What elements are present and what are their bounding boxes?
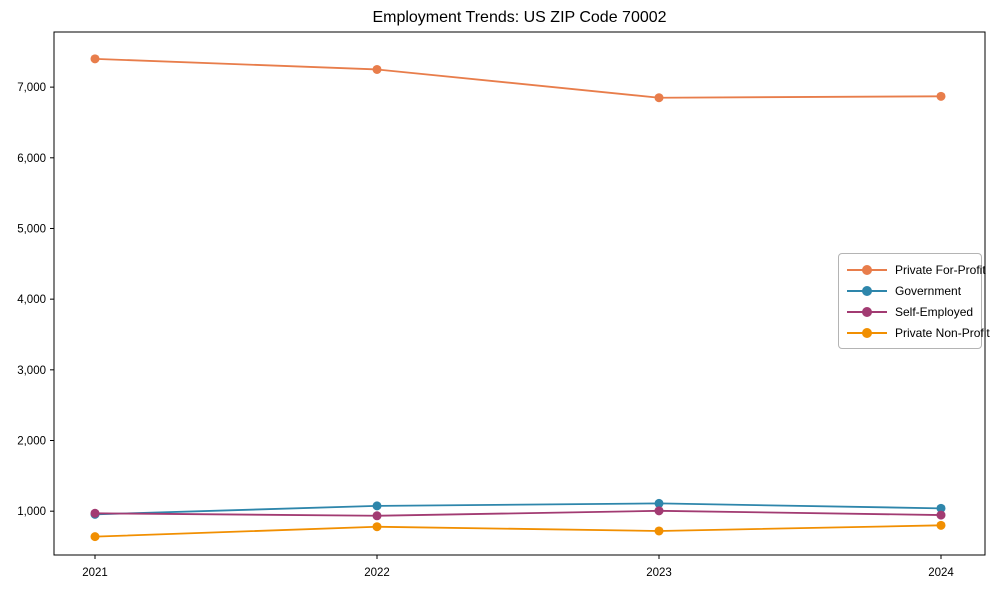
- legend-label: Self-Employed: [895, 304, 974, 319]
- plot-border: [53, 31, 986, 556]
- legend-marker-icon: [847, 285, 887, 296]
- data-point: [372, 501, 382, 511]
- data-point: [654, 498, 664, 508]
- y-tick-label: 5,000: [17, 223, 46, 235]
- legend-label: Government: [895, 283, 962, 298]
- data-point: [654, 526, 664, 536]
- chart-title: Employment Trends: US ZIP Code 70002: [372, 9, 667, 26]
- data-point: [936, 91, 946, 101]
- y-tick-label: 7,000: [17, 82, 46, 94]
- series-line-Private For-Profit: [94, 57, 942, 99]
- series-line-Private Non-Profit: [94, 524, 942, 538]
- legend: Private For-Profit Government Self-Employe…: [838, 253, 990, 349]
- series-line-Self-Employed: [94, 509, 942, 517]
- data-point: [936, 520, 946, 530]
- legend-marker-icon: [847, 264, 887, 275]
- x-tick-label: 2021: [82, 567, 108, 579]
- x-tick-label: 2022: [364, 567, 390, 579]
- data-point: [936, 503, 946, 513]
- legend-item: Government: [847, 280, 973, 301]
- data-point: [90, 532, 100, 542]
- data-point: [372, 522, 382, 532]
- data-point: [90, 54, 100, 64]
- data-point: [372, 511, 382, 521]
- y-tick-label: 4,000: [17, 294, 46, 306]
- legend-label: Private Non-Profit: [895, 325, 990, 340]
- y-tick-label: 3,000: [17, 365, 46, 377]
- x-tick-label: 2023: [646, 567, 672, 579]
- legend-item: Self-Employed: [847, 301, 973, 322]
- y-tick-label: 2,000: [17, 436, 46, 448]
- legend-label: Private For-Profit: [895, 262, 986, 277]
- data-point: [654, 506, 664, 516]
- y-tick-label: 6,000: [17, 153, 46, 165]
- legend-item: Private For-Profit: [847, 259, 986, 280]
- data-point: [90, 508, 100, 518]
- data-point: [654, 93, 664, 103]
- legend-marker-icon: [847, 327, 887, 338]
- data-point: [936, 510, 946, 520]
- x-tick-label: 2024: [928, 567, 954, 579]
- y-tick-label: 1,000: [17, 506, 46, 518]
- legend-marker-icon: [847, 306, 887, 317]
- data-point: [372, 64, 382, 74]
- series-line-Government: [94, 502, 942, 516]
- legend-item: Private Non-Profit: [847, 322, 990, 343]
